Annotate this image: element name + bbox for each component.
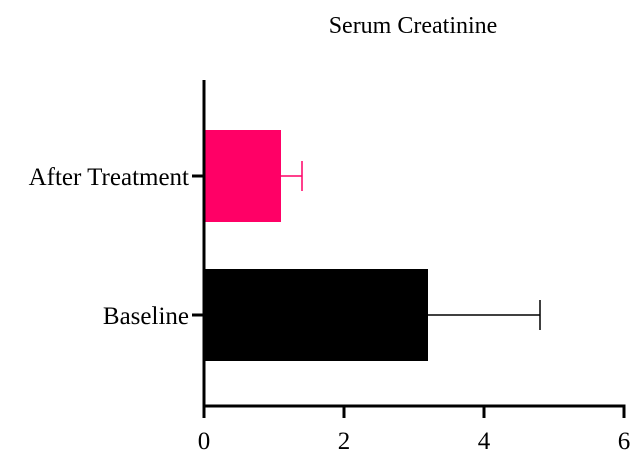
bar-baseline [204,269,428,361]
category-label-after-treatment: After Treatment [29,164,189,191]
x-tick-label-6: 6 [618,428,631,454]
bars-layer [204,130,541,361]
chart-title: Serum Creatinine [329,13,498,39]
x-tick-label-2: 2 [338,428,351,454]
x-tick-label-0: 0 [198,428,211,454]
bar-after-treatment [204,130,281,222]
category-label-baseline: Baseline [103,303,189,330]
x-tick-label-4: 4 [478,428,491,454]
axes-layer: After Treatment Baseline 0 2 4 6 [29,80,631,454]
